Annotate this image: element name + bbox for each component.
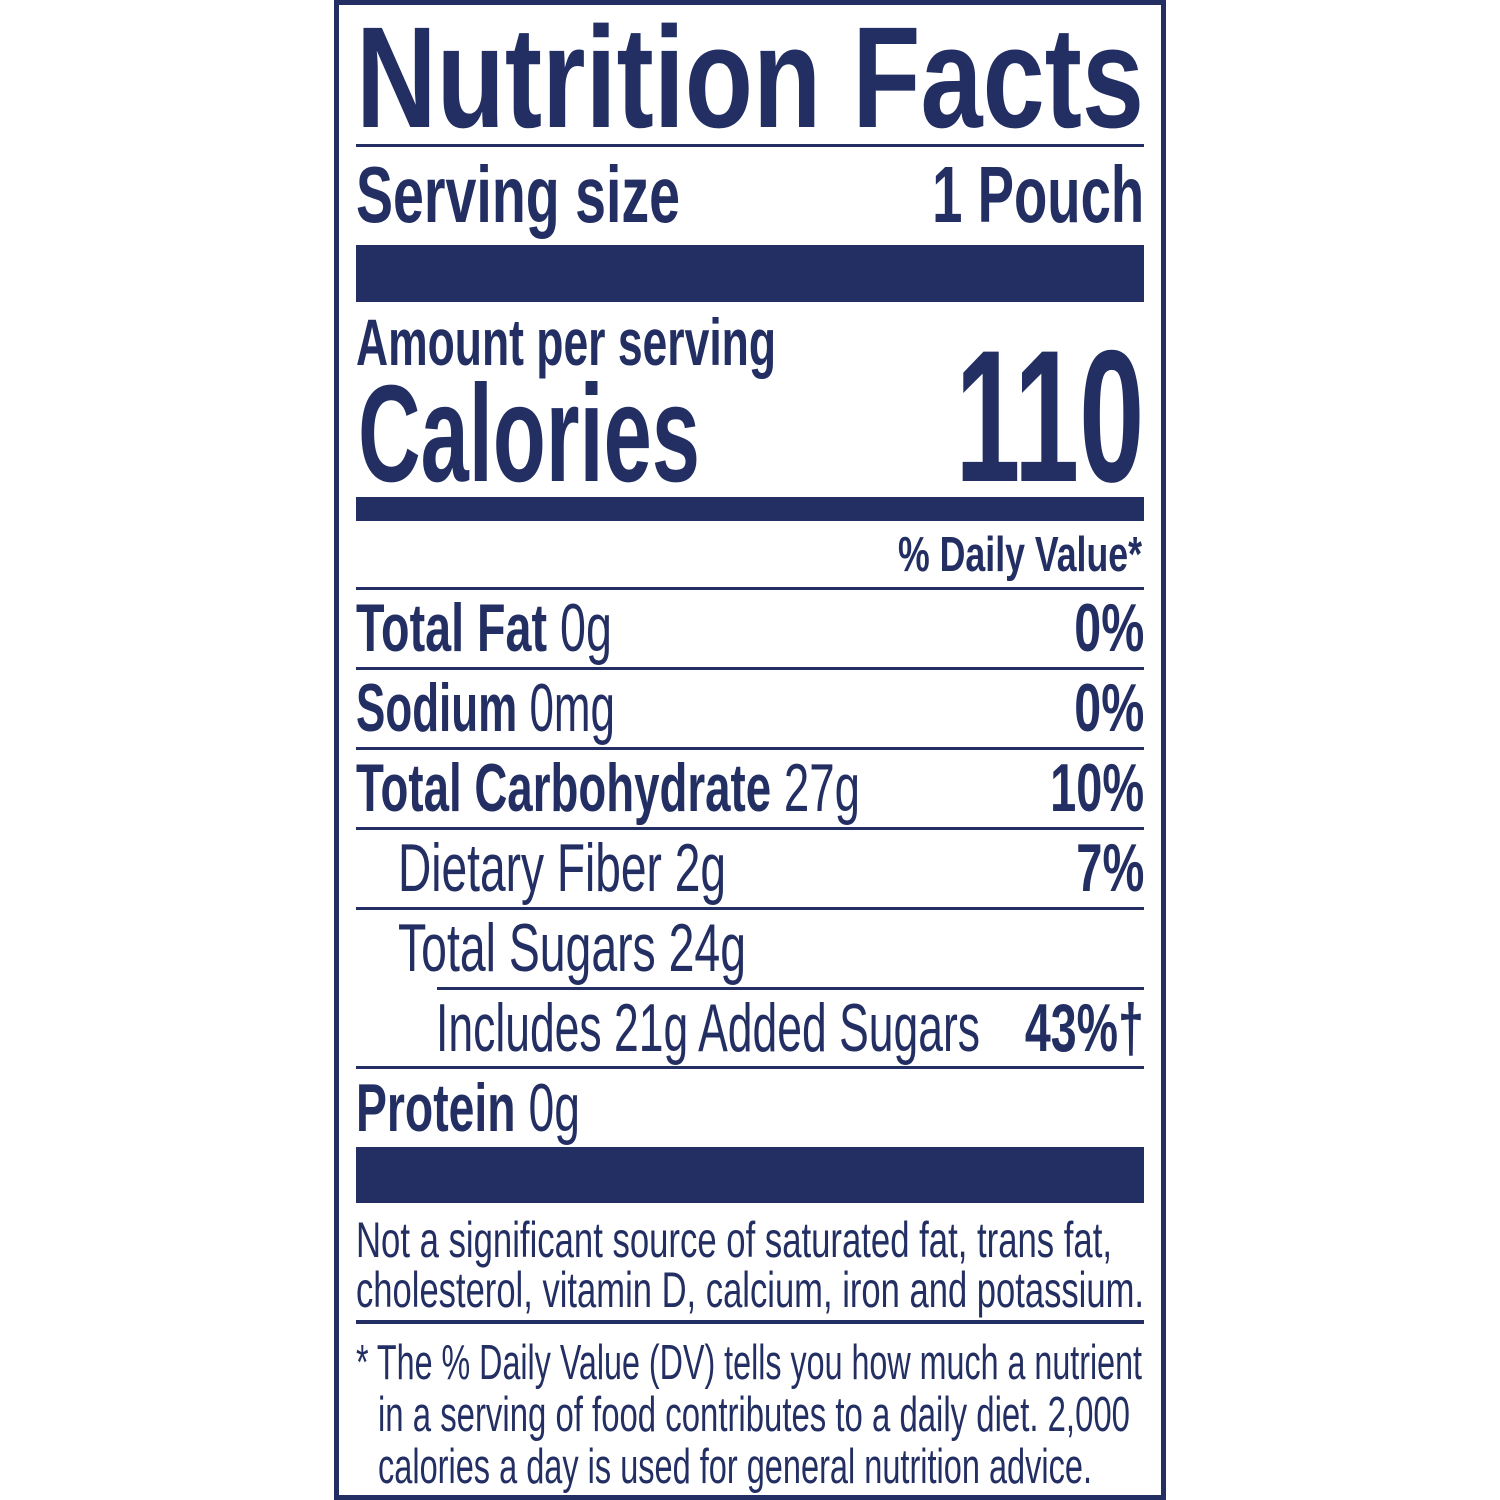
footnote-daily-value-line: in a serving of food contributes to a da… <box>378 1388 1130 1442</box>
divider <box>356 907 1144 910</box>
daily-value-header: % Daily Value* <box>898 528 1142 582</box>
nutrient-dv: 10% <box>1050 750 1144 826</box>
footnote-daily-value-line: calories a day is used for general nutri… <box>378 1440 1092 1494</box>
nutrient-dietary-fiber: Dietary Fiber 2g <box>398 830 726 906</box>
nutrient-dv: 0% <box>1074 590 1144 666</box>
divider <box>437 987 1144 990</box>
nutrient-name: Total Fat <box>356 590 548 666</box>
thick-bar <box>356 1147 1144 1203</box>
nutrient-name: Sodium <box>356 670 518 746</box>
divider <box>356 1320 1144 1324</box>
nutrient-added-sugars: Includes 21g Added Sugars <box>436 990 980 1066</box>
nutrient-total-carbohydrate: Total Carbohydrate 27g <box>356 754 860 822</box>
divider <box>356 827 1144 830</box>
nutrient-dv: 43%† <box>1025 990 1144 1066</box>
label-title: Nutrition Facts <box>356 0 1144 158</box>
divider <box>356 747 1144 750</box>
nutrient-total-sugars: Total Sugars 24g <box>398 910 746 986</box>
nutrient-amount: 0mg <box>529 670 615 746</box>
divider <box>356 144 1144 147</box>
serving-size-value: 1 Pouch <box>932 150 1144 239</box>
nutrient-amount: 0g <box>528 1070 580 1146</box>
divider <box>356 1066 1144 1069</box>
calories-value: 110 <box>955 311 1144 521</box>
nutrient-total-fat: Total Fat 0g <box>356 594 612 662</box>
footnote-not-significant-line: Not a significant source of saturated fa… <box>356 1212 1112 1268</box>
divider <box>356 667 1144 670</box>
serving-size-label: Serving size <box>356 150 680 239</box>
nutrient-name: Protein <box>356 1070 516 1146</box>
nutrition-label-border <box>334 0 1166 1500</box>
footnote-daily-value-line: * The % Daily Value (DV) tells you how m… <box>356 1336 1142 1390</box>
amount-per-serving: Amount per serving <box>356 305 776 379</box>
calories-label: Calories <box>358 357 700 511</box>
nutrient-amount: 0g <box>560 590 612 666</box>
nutrient-amount: 27g <box>783 750 860 826</box>
nutrient-name: Total Carbohydrate <box>356 750 772 826</box>
thick-bar <box>356 245 1144 302</box>
medium-bar <box>356 497 1144 521</box>
nutrient-sodium: Sodium 0mg <box>356 674 615 742</box>
nutrient-dv: 7% <box>1076 830 1144 906</box>
footnote-not-significant-line: cholesterol, vitamin D, calcium, iron an… <box>356 1262 1144 1318</box>
divider <box>356 587 1144 590</box>
nutrient-protein: Protein 0g <box>356 1074 580 1142</box>
nutrient-dv: 0% <box>1074 670 1144 746</box>
